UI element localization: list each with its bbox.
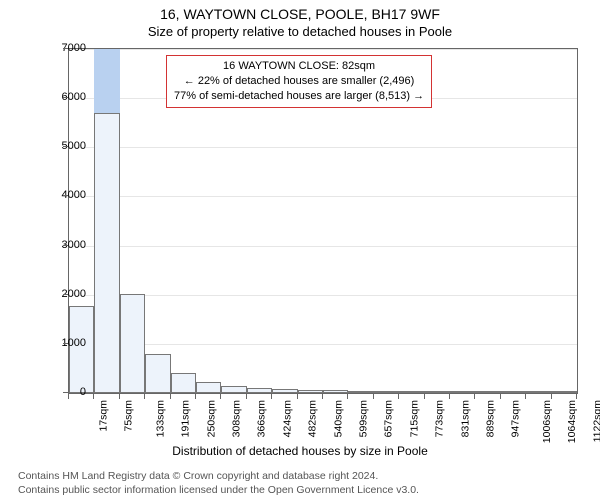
chart-title-main: 16, WAYTOWN CLOSE, POOLE, BH17 9WF — [0, 6, 600, 22]
x-tick-mark — [297, 394, 298, 399]
y-tick-mark — [63, 146, 68, 147]
x-tick-mark — [119, 394, 120, 399]
x-tick-label: 831sqm — [459, 400, 471, 437]
x-tick-mark — [144, 394, 145, 399]
x-tick-mark — [449, 394, 450, 399]
x-tick-label: 75sqm — [123, 400, 135, 432]
x-tick-mark — [220, 394, 221, 399]
x-tick-label: 1064sqm — [566, 400, 578, 443]
histogram-bar — [425, 391, 450, 393]
y-tick-mark — [63, 294, 68, 295]
histogram-bar — [374, 391, 399, 393]
footer-attribution: Contains HM Land Registry data © Crown c… — [18, 469, 419, 497]
x-tick-mark — [170, 394, 171, 399]
histogram-bar — [399, 391, 424, 393]
histogram-bar — [501, 391, 526, 393]
x-tick-mark — [525, 394, 526, 399]
y-tick-mark — [63, 48, 68, 49]
x-tick-label: 657sqm — [383, 400, 395, 437]
histogram-bar — [272, 389, 297, 393]
gridline-h — [69, 49, 577, 50]
y-tick-mark — [63, 195, 68, 196]
histogram-bar — [69, 306, 94, 393]
chart-container: 16, WAYTOWN CLOSE, POOLE, BH17 9WF Size … — [0, 0, 600, 500]
gridline-h — [69, 147, 577, 148]
histogram-bar — [120, 294, 145, 393]
footer-line-1: Contains HM Land Registry data © Crown c… — [18, 469, 419, 483]
x-tick-mark — [373, 394, 374, 399]
x-tick-label: 947sqm — [510, 400, 522, 437]
x-tick-label: 540sqm — [332, 400, 344, 437]
histogram-bar — [552, 391, 577, 393]
x-tick-mark — [246, 394, 247, 399]
annotation-line: 16 WAYTOWN CLOSE: 82sqm — [174, 59, 424, 74]
histogram-bar — [145, 354, 170, 393]
chart-title-sub: Size of property relative to detached ho… — [0, 24, 600, 39]
histogram-bar — [196, 382, 221, 393]
annotation-box: 16 WAYTOWN CLOSE: 82sqm← 22% of detached… — [166, 55, 432, 108]
x-tick-mark — [500, 394, 501, 399]
x-tick-mark — [68, 394, 69, 399]
annotation-line: ← 22% of detached houses are smaller (2,… — [174, 74, 424, 89]
y-tick-mark — [63, 97, 68, 98]
histogram-bar — [221, 386, 246, 393]
annotation-line: 77% of semi-detached houses are larger (… — [174, 89, 424, 104]
histogram-bar — [450, 391, 475, 393]
x-tick-label: 715sqm — [408, 400, 420, 437]
x-tick-label: 1006sqm — [541, 400, 553, 443]
x-tick-label: 133sqm — [154, 400, 166, 437]
histogram-bar — [323, 390, 348, 393]
x-axis-label: Distribution of detached houses by size … — [0, 444, 600, 458]
x-tick-label: 599sqm — [357, 400, 369, 437]
x-tick-label: 308sqm — [230, 400, 242, 437]
x-tick-label: 17sqm — [98, 400, 110, 432]
x-tick-label: 424sqm — [281, 400, 293, 437]
x-tick-mark — [322, 394, 323, 399]
x-tick-label: 889sqm — [484, 400, 496, 437]
gridline-h — [69, 344, 577, 345]
x-tick-label: 366sqm — [256, 400, 268, 437]
histogram-bar — [171, 373, 196, 393]
x-tick-label: 250sqm — [205, 400, 217, 437]
histogram-bar — [475, 391, 500, 393]
x-tick-label: 191sqm — [180, 400, 192, 437]
gridline-h — [69, 196, 577, 197]
histogram-bar — [298, 390, 323, 393]
x-tick-mark — [576, 394, 577, 399]
x-tick-mark — [398, 394, 399, 399]
x-tick-mark — [347, 394, 348, 399]
x-tick-mark — [551, 394, 552, 399]
histogram-bar — [247, 388, 272, 393]
x-tick-mark — [424, 394, 425, 399]
y-tick-mark — [63, 392, 68, 393]
footer-line-2: Contains public sector information licen… — [18, 483, 419, 497]
gridline-h — [69, 246, 577, 247]
x-tick-label: 1122sqm — [591, 400, 600, 442]
plot-area: 16 WAYTOWN CLOSE: 82sqm← 22% of detached… — [68, 48, 578, 394]
histogram-bar — [348, 391, 373, 393]
gridline-h — [69, 295, 577, 296]
histogram-bar — [526, 391, 551, 393]
x-tick-label: 482sqm — [307, 400, 319, 437]
histogram-bar — [94, 113, 119, 393]
y-tick-mark — [63, 245, 68, 246]
x-tick-mark — [195, 394, 196, 399]
x-tick-label: 773sqm — [434, 400, 446, 437]
x-tick-mark — [271, 394, 272, 399]
x-tick-mark — [474, 394, 475, 399]
x-tick-mark — [93, 394, 94, 399]
y-tick-mark — [63, 343, 68, 344]
